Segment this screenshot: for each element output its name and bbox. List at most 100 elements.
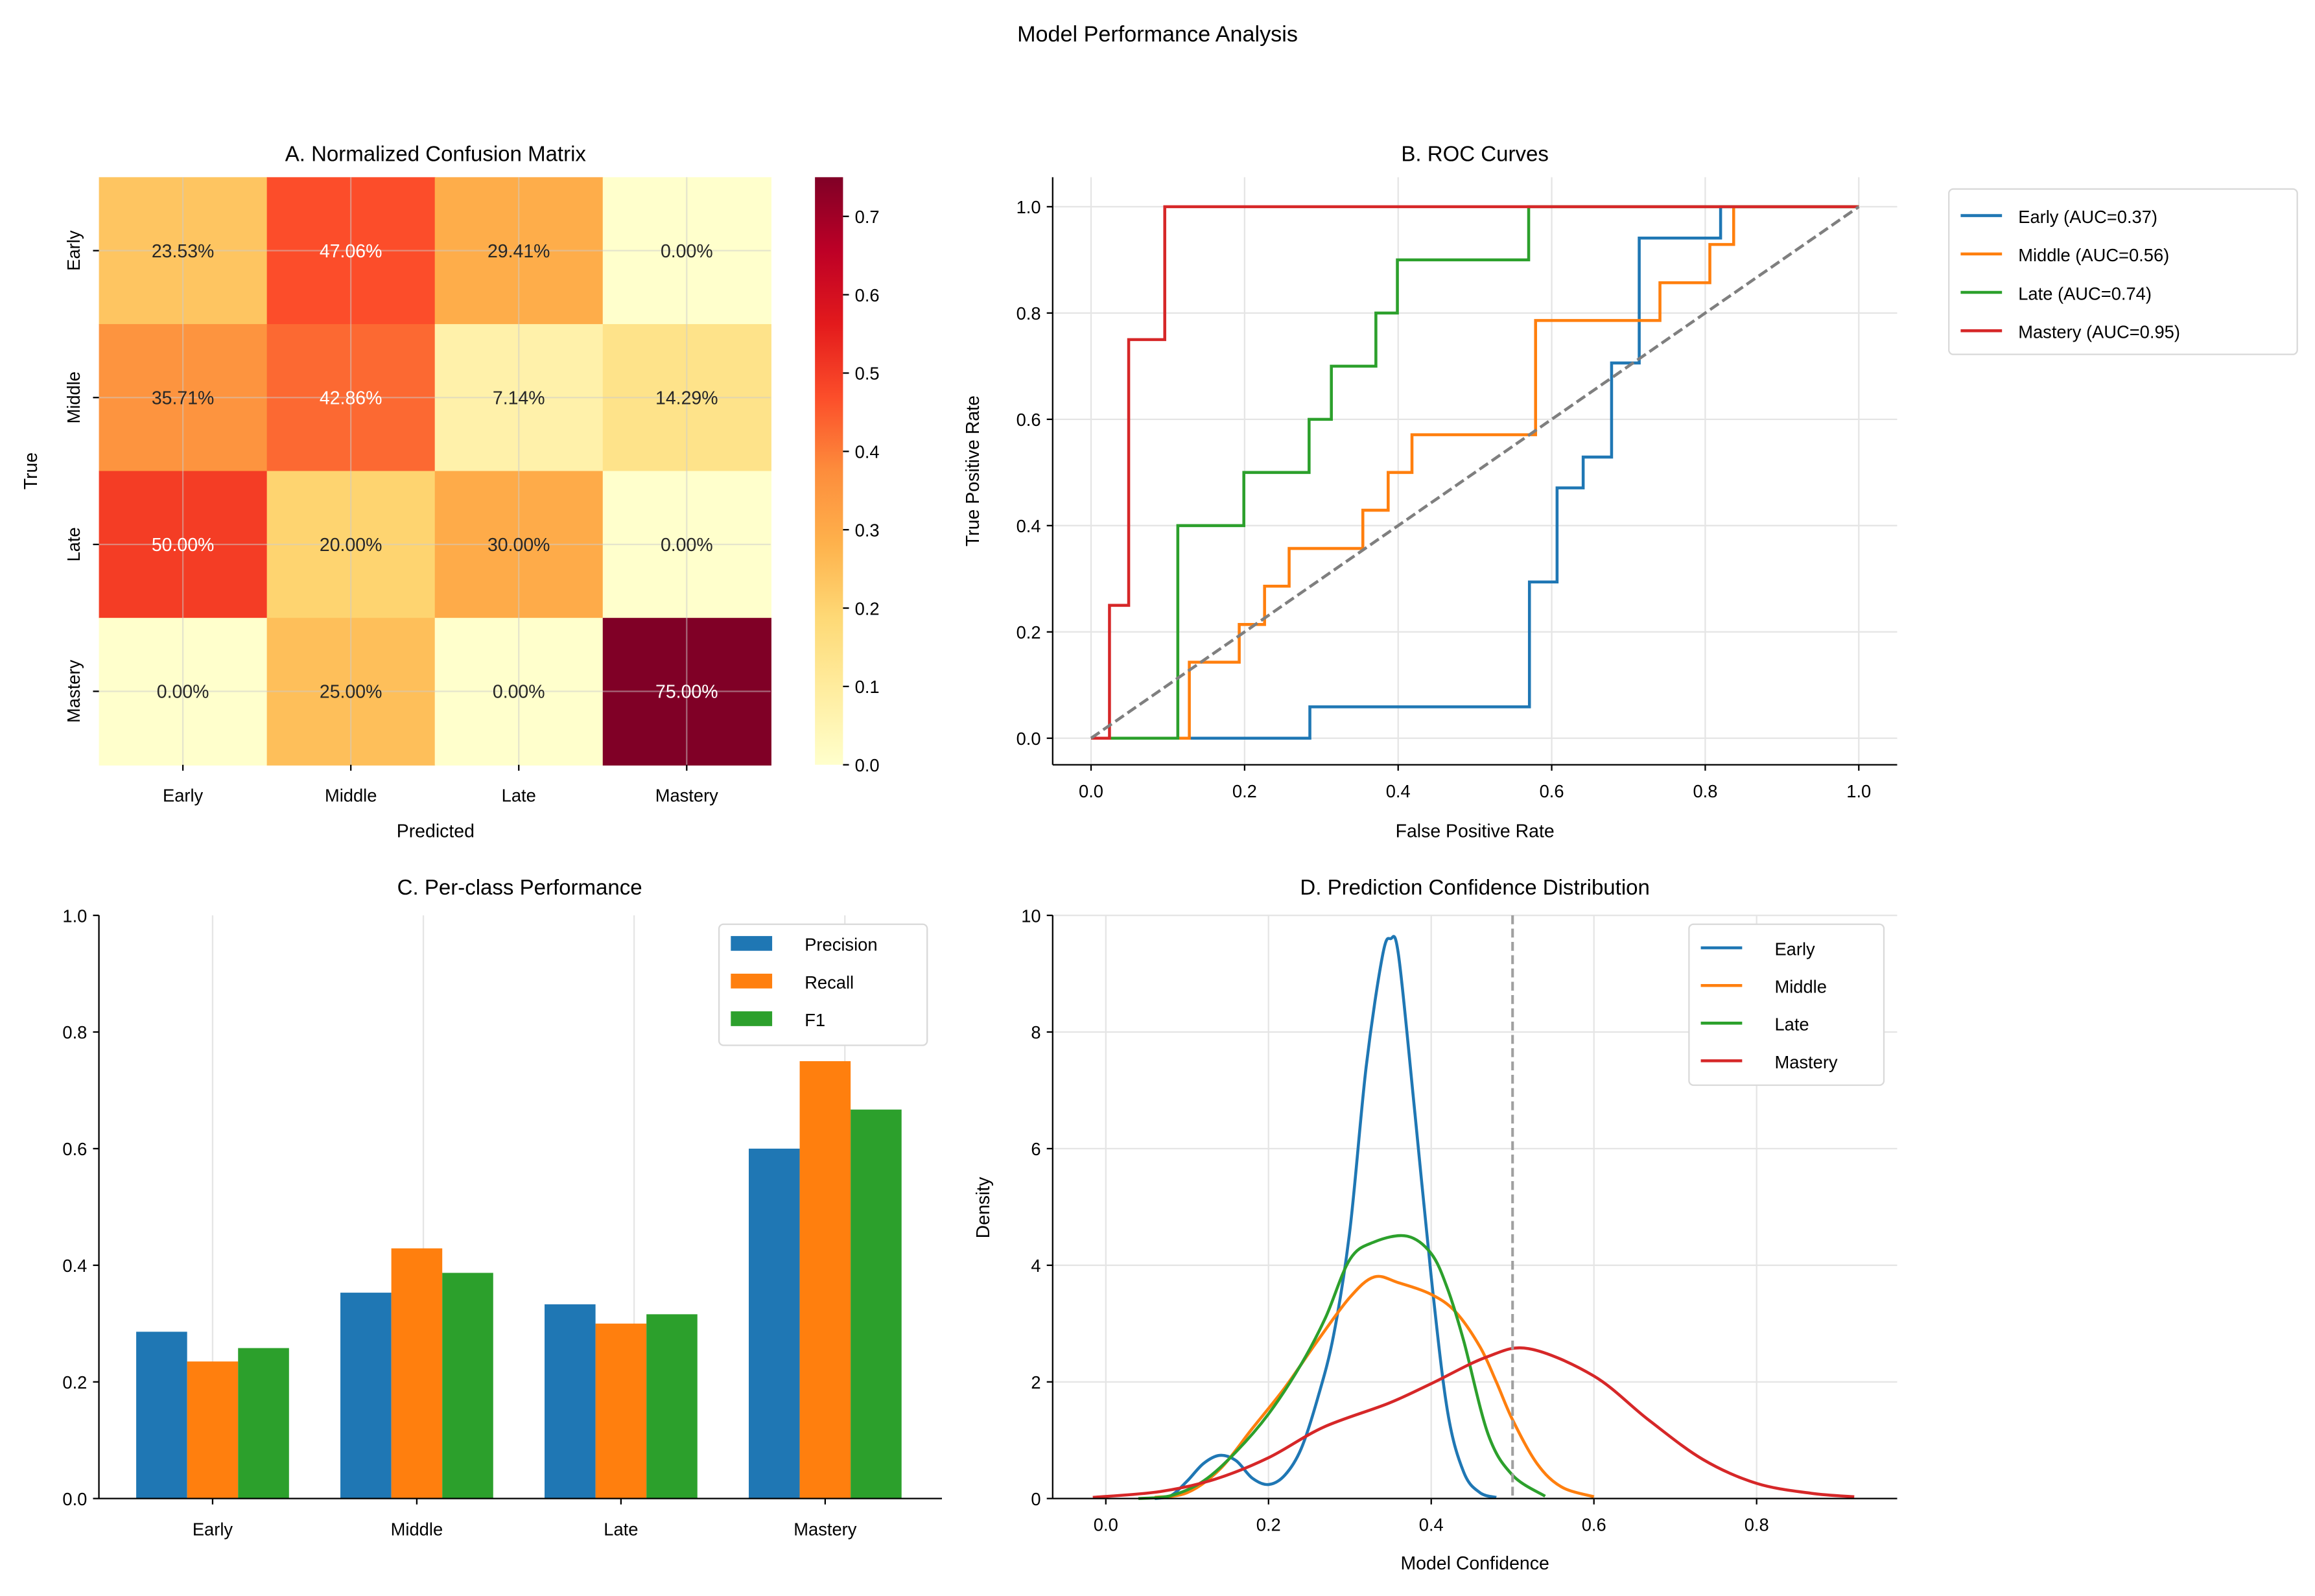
y-tick-label: Early [64,230,84,271]
y-tick-label: 6 [1031,1139,1040,1159]
legend-swatch [731,974,773,989]
cell-annotation: 0.00% [661,241,713,262]
panel-b-roc-curves: B. ROC Curves False Positive Rate True P… [963,141,2298,841]
x-tick-label: Early [193,1520,233,1540]
x-tick-label: Mastery [655,786,718,806]
kde-curve-late [1138,1234,1546,1500]
bar-recall [595,1323,647,1499]
y-tick-label: Late [64,527,84,561]
y-tick-label: 0.4 [62,1256,87,1276]
bar-precision [340,1293,392,1499]
bar-f1 [442,1273,493,1499]
legend-label: Early (AUC=0.37) [2018,207,2157,227]
colorbar-tick-label: 0.6 [855,285,880,305]
y-tick-label: 0.6 [62,1139,87,1159]
legend-label: Precision [805,935,877,955]
colorbar [815,177,843,765]
panel-c-per-class-performance: C. Per-class Performance Early Middle Late… [62,875,942,1540]
figure-title: Model Performance Analysis [1017,22,1298,47]
kde-curve-early [1154,935,1497,1500]
x-tick-label: Middle [391,1520,443,1540]
x-tick-label: 0.6 [1540,781,1564,801]
colorbar-tick-label: 0.5 [855,364,880,384]
y-tick-label: 0 [1031,1489,1040,1509]
y-tick-label: 1.0 [62,906,87,926]
y-tick-label: 0.2 [1016,622,1041,642]
legend-label: Recall [805,972,854,992]
y-tick-label: Mastery [64,660,84,723]
x-tick-label: 0.8 [1693,781,1717,801]
colorbar-tick-label: 0.7 [855,207,880,227]
panel-d-ylabel: Density [973,1177,994,1239]
colorbar-tick-label: 0.4 [855,442,880,462]
bar-f1 [646,1314,698,1499]
cell-annotation: 42.86% [320,388,382,408]
colorbar-tick-label: 0.3 [855,520,880,540]
bar-recall [187,1361,239,1499]
x-tick-label: 0.2 [1256,1515,1281,1535]
y-tick-label: 0.8 [62,1022,87,1042]
cell-annotation: 0.00% [493,682,545,703]
cell-annotation: 29.41% [488,241,550,262]
panel-b-xlabel: False Positive Rate [1396,821,1555,841]
legend-label: Mastery [1774,1052,1837,1072]
x-tick-label: 0.6 [1582,1515,1606,1535]
bar-recall [799,1061,851,1499]
cell-annotation: 30.00% [488,535,550,556]
x-tick-label: 0.4 [1386,781,1411,801]
x-tick-label: 1.0 [1846,781,1871,801]
kde-legend [1688,923,1885,1086]
legend-swatch [731,935,773,951]
y-tick-label: 0.2 [62,1372,87,1392]
x-tick-label: Mastery [793,1520,856,1540]
random-classifier-line [1090,205,1860,740]
cell-annotation: 0.00% [157,682,209,703]
x-tick-label: 0.4 [1419,1515,1444,1535]
y-tick-label: 2 [1031,1372,1040,1392]
x-tick-label: Late [604,1520,638,1540]
x-tick-label: 0.8 [1745,1515,1769,1535]
panel-d-xlabel: Model Confidence [1400,1553,1549,1574]
y-tick-label: 0.0 [1016,729,1041,749]
x-tick-label: 0.2 [1232,781,1257,801]
y-tick-label: 1.0 [1016,197,1041,217]
roc-curve-middle [1091,205,1859,740]
roc-legend [1948,188,2298,355]
panel-b-ylabel: True Positive Rate [963,395,983,546]
cell-annotation: 47.06% [320,241,382,262]
x-tick-label: 0.0 [1094,1515,1118,1535]
legend-label: Late [1774,1015,1809,1035]
panel-a-title: A. Normalized Confusion Matrix [285,141,587,165]
panel-d-title: D. Prediction Confidence Distribution [1300,875,1650,899]
legend-label: Late (AUC=0.74) [2018,283,2152,303]
bar-precision [136,1332,187,1499]
bar-f1 [851,1109,902,1499]
y-tick-label: 0.8 [1016,303,1041,323]
colorbar-tick-label: 0.1 [855,677,880,697]
y-tick-label: 0.6 [1016,410,1041,430]
x-tick-label: 0.0 [1079,781,1103,801]
colorbar-tick-label: 0.2 [855,598,880,618]
panel-a-confusion-matrix: A. Normalized Confusion Matrix Predicted… [21,141,880,841]
bar-precision [545,1304,596,1499]
cell-annotation: 35.71% [152,388,215,408]
panel-d-confidence-distribution: D. Prediction Confidence Distribution Mo… [973,875,1898,1574]
cell-annotation: 75.00% [655,682,718,703]
legend-label: Middle [1774,977,1826,997]
roc-curve-mastery [1091,205,1859,740]
y-tick-label: 0.0 [62,1489,87,1509]
kde-curve-middle [1154,1274,1595,1499]
cell-annotation: 14.29% [655,388,718,408]
roc-curve-late [1091,205,1859,740]
y-tick-label: 4 [1031,1256,1040,1276]
x-tick-label: Early [163,786,204,806]
y-tick-label: 0.4 [1016,516,1041,536]
cell-annotation: 20.00% [320,535,382,556]
panel-c-title: C. Per-class Performance [397,875,642,899]
x-tick-label: Late [502,786,536,806]
panel-a-xlabel: Predicted [397,821,475,841]
legend-swatch [731,1011,773,1026]
legend-label: F1 [805,1010,825,1030]
y-tick-label: 8 [1031,1022,1040,1042]
